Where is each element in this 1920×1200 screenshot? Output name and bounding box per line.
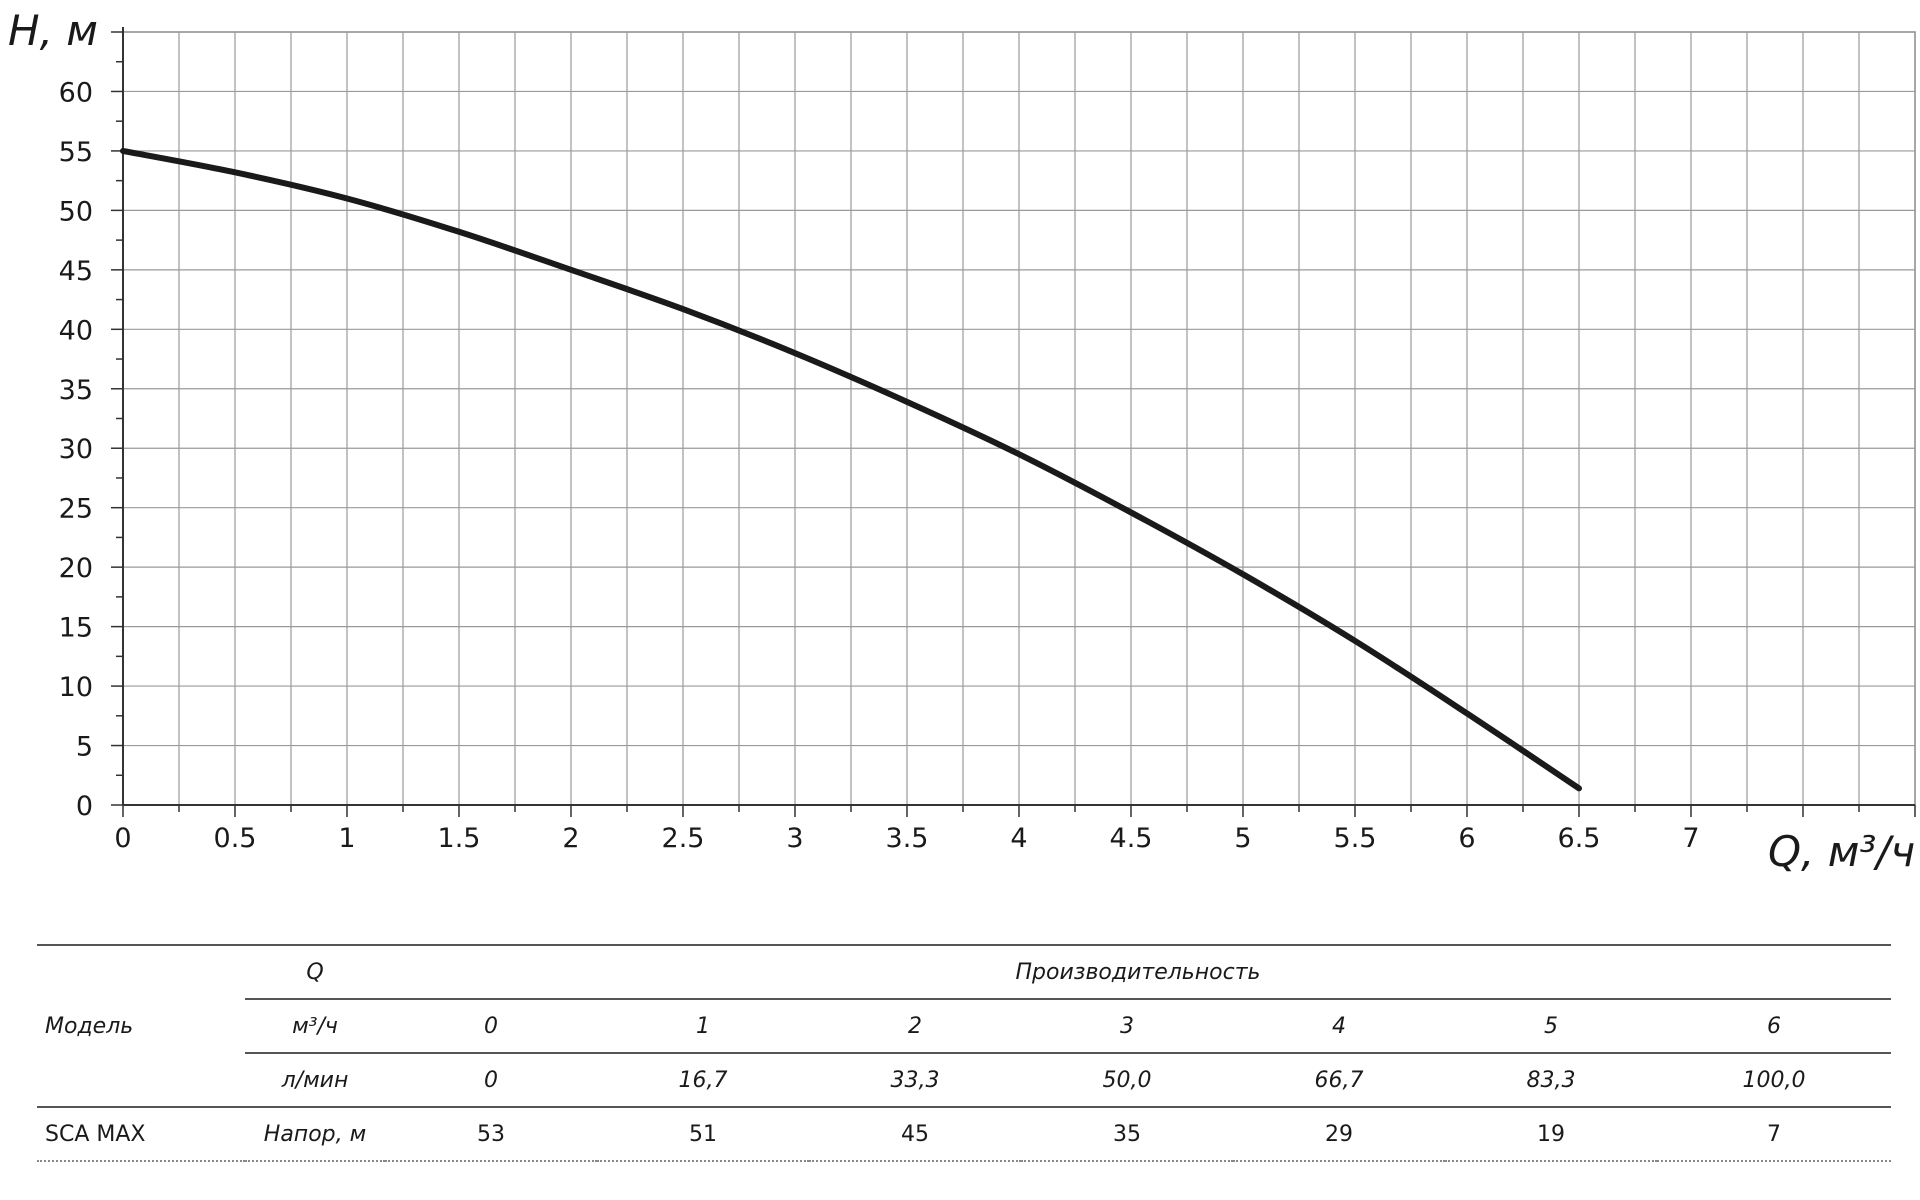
- head-value: 7: [1657, 1106, 1891, 1162]
- y-tick-label: 55: [59, 137, 93, 168]
- q-m3h-value: 5: [1445, 998, 1657, 1053]
- y-tick-label: 50: [59, 196, 93, 227]
- y-tick-label: 15: [59, 613, 93, 644]
- param-label: Напор, м: [245, 1106, 385, 1162]
- table-m3h-row: м³/ч 0 1 2 3 4 5 6: [37, 998, 1891, 1053]
- table-header-row: Модель Q Производительность: [37, 944, 1891, 1107]
- x-tick-label: 2: [562, 823, 579, 854]
- y-tick-label: 45: [59, 256, 93, 287]
- x-tick-label: 2.5: [662, 823, 705, 854]
- head-value: 45: [809, 1106, 1021, 1162]
- head-value: 35: [1021, 1106, 1233, 1162]
- x-tick-label: 6.5: [1558, 823, 1601, 854]
- q-m3h-value: 0: [385, 998, 597, 1053]
- head-value: 51: [597, 1106, 809, 1162]
- y-axis-title: H, м: [8, 6, 98, 55]
- q-lmin-value: 83,3: [1445, 1052, 1657, 1107]
- y-tick-label: 5: [76, 732, 93, 763]
- x-tick-label: 4.5: [1110, 823, 1153, 854]
- q-lmin-value: 33,3: [809, 1052, 1021, 1107]
- chart-grid: [122, 31, 1916, 806]
- q-lmin-value: 50,0: [1021, 1052, 1233, 1107]
- q-m3h-value: 4: [1233, 998, 1445, 1053]
- head-value: 29: [1233, 1106, 1445, 1162]
- x-tick-label: 5: [1234, 823, 1251, 854]
- y-tick-label: 0: [76, 791, 93, 822]
- model-header: Модель: [37, 944, 245, 1107]
- y-tick-label: 40: [59, 315, 93, 346]
- y-tick-label: 35: [59, 375, 93, 406]
- x-tick-label: 5.5: [1334, 823, 1377, 854]
- q-lmin-value: 66,7: [1233, 1052, 1445, 1107]
- y-tick-label: 25: [59, 494, 93, 525]
- chart-axes: [111, 27, 1916, 817]
- x-axis-title: Q, м³/ч: [1768, 827, 1915, 876]
- x-tick-label: 0.5: [214, 823, 257, 854]
- y-tick-label: 20: [59, 553, 93, 584]
- x-tick-label: 3: [786, 823, 803, 854]
- unit-m3h: м³/ч: [245, 998, 385, 1053]
- x-tick-label: 7: [1682, 823, 1699, 854]
- unit-lmin: л/мин: [245, 1052, 385, 1107]
- performance-table: Модель Q Производительность м³/ч 0 1 2 3…: [37, 944, 1891, 1162]
- x-tick-label: 4: [1010, 823, 1027, 854]
- table-lmin-row: л/мин 0 16,7 33,3 50,0 66,7 83,3 100,0: [37, 1052, 1891, 1107]
- series-line: [120, 147, 1582, 792]
- x-tick-label: 0: [114, 823, 131, 854]
- y-tick-label: 10: [59, 672, 93, 703]
- table-row: SCA MAX Напор, м 53 51 45 35 29 19 7: [37, 1106, 1891, 1162]
- model-name: SCA MAX: [37, 1106, 245, 1162]
- x-tick-label: 1.5: [438, 823, 481, 854]
- x-tick-label: 3.5: [886, 823, 929, 854]
- q-lmin-value: 0: [385, 1052, 597, 1107]
- chart-series: [120, 147, 1582, 792]
- head-value: 53: [385, 1106, 597, 1162]
- x-tick-label: 6: [1458, 823, 1475, 854]
- head-value: 19: [1445, 1106, 1657, 1162]
- q-m3h-value: 6: [1657, 998, 1891, 1053]
- performance-header: Производительность: [385, 944, 1891, 999]
- q-header: Q: [245, 944, 385, 999]
- q-m3h-value: 3: [1021, 998, 1233, 1053]
- y-tick-label: 60: [59, 77, 93, 108]
- q-lmin-value: 100,0: [1657, 1052, 1891, 1107]
- q-lmin-value: 16,7: [597, 1052, 809, 1107]
- y-tick-label: 30: [59, 434, 93, 465]
- q-m3h-value: 2: [809, 998, 1021, 1053]
- x-tick-label: 1: [338, 823, 355, 854]
- q-m3h-value: 1: [597, 998, 809, 1053]
